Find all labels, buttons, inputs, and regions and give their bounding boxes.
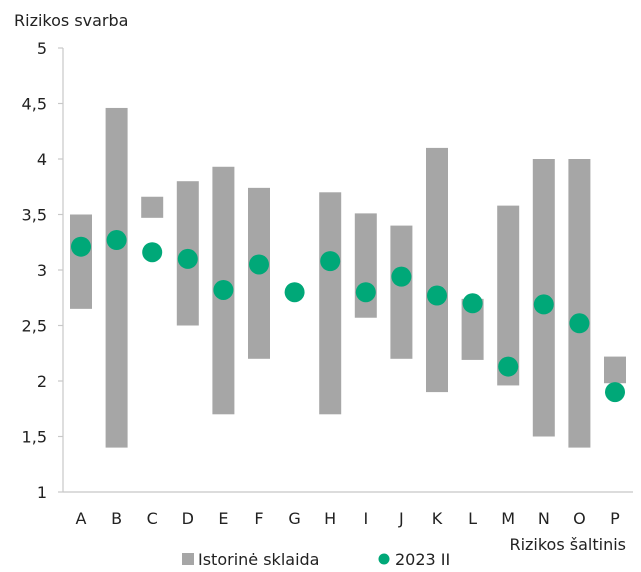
y-axis-title: Rizikos svarba [14,11,128,30]
value-point [284,282,305,303]
y-tick-label: 2,5 [22,317,47,336]
range-bar [105,107,128,448]
legend-label-current: 2023 II [395,550,450,569]
y-tick-label: 5 [37,39,47,58]
value-point [427,285,447,306]
x-tick-label: C [147,509,158,528]
range-bar [141,196,164,218]
x-tick-label: E [218,509,228,528]
value-point [249,254,269,275]
x-tick-label: A [76,509,87,528]
x-tick-label: I [363,509,368,528]
range-bar [604,356,626,384]
value-point [320,251,341,272]
legend: Istorinė sklaida 2023 II [182,550,450,569]
y-tick-label: 3 [37,261,47,280]
range-bar [319,192,342,415]
y-ticks: 1 1,5 2 2,5 3 3,5 4 4,5 5 [22,39,63,502]
x-tick-label: J [398,509,404,528]
y-tick-label: 4,5 [22,95,47,114]
x-tick-label: D [182,509,194,528]
value-point [462,293,483,314]
value-point [498,356,519,377]
value-point [142,242,163,263]
range-bar [568,159,591,448]
range-bars [70,107,626,448]
value-point [177,248,198,269]
legend-label-history: Istorinė sklaida [198,550,319,569]
value-point [355,282,376,303]
legend-swatch-history [182,553,194,565]
y-tick-label: 4 [37,150,47,169]
x-tick-label: H [324,509,336,528]
x-tick-label: O [573,509,586,528]
x-tick-label: N [538,509,550,528]
range-bar [390,225,413,359]
value-points [71,230,625,403]
x-tick-label: M [501,509,515,528]
y-tick-label: 2 [37,372,47,391]
value-point [391,266,412,287]
value-point [71,236,91,257]
range-bar [497,205,520,386]
range-bar [70,214,92,309]
x-ticks: A B C D E F G H I J K L M N O P [76,509,621,528]
x-tick-label: L [468,509,477,528]
x-tick-label: P [610,509,620,528]
value-point [569,313,590,334]
y-tick-label: 1,5 [22,428,47,447]
x-tick-label: K [432,509,443,528]
x-tick-label: B [111,509,122,528]
range-bar [461,298,484,360]
x-axis-title: Rizikos šaltinis [509,535,626,554]
y-tick-label: 1 [37,483,47,502]
value-point [106,230,127,251]
x-tick-label: G [288,509,300,528]
range-bar [426,147,448,393]
y-tick-label: 3,5 [22,206,47,225]
value-point [213,279,234,300]
value-point [533,294,554,315]
legend-swatch-current [378,553,390,565]
x-tick-label: F [254,509,263,528]
value-point [605,382,625,403]
